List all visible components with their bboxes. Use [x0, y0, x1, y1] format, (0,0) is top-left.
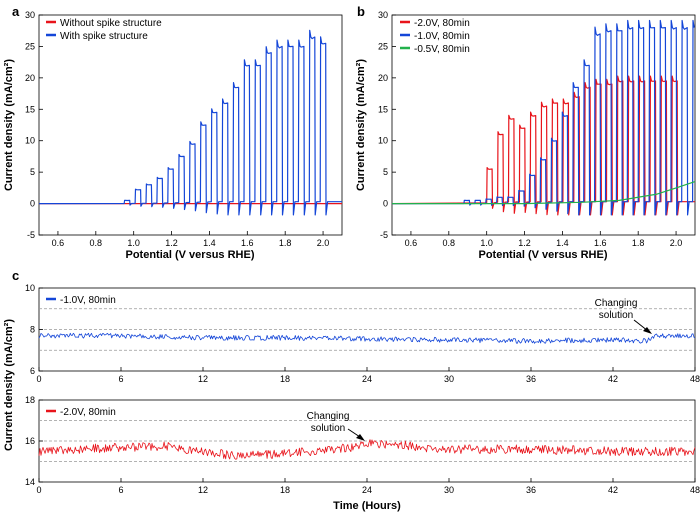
- panel-a-xlabel: Potential (V versus RHE): [126, 249, 255, 261]
- x-tick-label: 0.6: [405, 238, 418, 248]
- x-tick-label: 1.8: [279, 238, 292, 248]
- annotation-top-line1: Changing: [595, 298, 638, 309]
- panel-a-legend: Without spike structure With spike struc…: [46, 18, 162, 42]
- y-tick-label: 8: [30, 325, 35, 335]
- x-tick-label: 0.8: [90, 238, 103, 248]
- panel-c-top-legend: -1.0V, 80min: [46, 295, 116, 306]
- x-tick-label: 48: [690, 374, 700, 384]
- y-tick-label: 18: [25, 395, 35, 405]
- panel-a-ylabel: Current density (mA/cm²): [3, 59, 15, 191]
- x-tick-label: 12: [198, 374, 208, 384]
- y-tick-label: 30: [25, 10, 35, 20]
- panel-b-ylabel: Current density (mA/cm²): [355, 59, 367, 191]
- panel-b-xlabel: Potential (V versus RHE): [479, 249, 608, 261]
- x-tick-label: 18: [280, 485, 290, 495]
- panel-a-chart: 0.6 0.8 1.0 1.2 1.4 1.6 1.8 2.0 -5 0 5 10 15 20 25 30 P…: [3, 10, 343, 261]
- annotation-bottom-arrow: [347, 428, 361, 438]
- y-tick-label: 5: [30, 167, 35, 177]
- x-tick-label: 48: [690, 485, 700, 495]
- legend-label-with-spike: With spike structure: [60, 31, 148, 42]
- series-line-with-spike-structure: [38, 29, 342, 216]
- y-tick-label: 14: [25, 477, 35, 487]
- panel-b-frame: [391, 14, 696, 236]
- x-tick-label: 1.6: [241, 238, 254, 248]
- x-tick-label: 6: [118, 485, 123, 495]
- panel-letter-c: c: [12, 268, 19, 283]
- y-tick-label: 6: [30, 366, 35, 376]
- panel-c-bottom-legend: -2.0V, 80min: [46, 407, 116, 418]
- y-tick-label: 20: [378, 73, 388, 83]
- x-tick-label: 30: [444, 485, 454, 495]
- y-tick-label: 0: [30, 199, 35, 209]
- annotation-bottom-arrowhead: [356, 434, 365, 441]
- panel-b-legend: -2.0V, 80min -1.0V, 80min -0.5V, 80min: [400, 18, 470, 55]
- panel-a-frame: [38, 14, 343, 236]
- panel-c-bottom-chart: 0 6 12 18 24 30 36 42 48 14 16 18 -2.0V, 80min Chan…: [25, 395, 700, 512]
- x-tick-label: 1.4: [556, 238, 569, 248]
- x-tick-label: 1.8: [632, 238, 645, 248]
- x-tick-label: 24: [362, 485, 372, 495]
- x-tick-label: 36: [526, 374, 536, 384]
- y-tick-label: -5: [380, 230, 388, 240]
- x-tick-label: 1.0: [127, 238, 140, 248]
- legend-label-2v: -2.0V, 80min: [414, 18, 470, 29]
- x-tick-label: 36: [526, 485, 536, 495]
- x-tick-label: 24: [362, 374, 372, 384]
- y-tick-label: 20: [25, 73, 35, 83]
- y-tick-label: 15: [378, 104, 388, 114]
- legend-label-without-spike: Without spike structure: [60, 18, 162, 29]
- x-tick-label: 1.0: [480, 238, 493, 248]
- panel-b-chart: 0.6 0.8 1.0 1.2 1.4 1.6 1.8 2.0 -5 0 5 10 15 20 25 30 P…: [355, 10, 696, 261]
- y-tick-label: 25: [25, 41, 35, 51]
- annotation-top-arrowhead: [643, 327, 652, 334]
- y-tick-label: 25: [378, 41, 388, 51]
- panel-letter-a: a: [12, 4, 20, 19]
- panel-letter-b: b: [357, 4, 365, 19]
- y-tick-label: 5: [383, 167, 388, 177]
- y-tick-label: -5: [27, 230, 35, 240]
- x-tick-label: 0.6: [52, 238, 65, 248]
- x-tick-label: 2.0: [317, 238, 330, 248]
- legend-label-05v: -0.5V, 80min: [414, 44, 470, 55]
- annotation-changing-solution-top: Changing solution: [595, 298, 652, 334]
- x-tick-label: 1.4: [203, 238, 216, 248]
- x-tick-label: 0.8: [443, 238, 456, 248]
- x-tick-label: 12: [198, 485, 208, 495]
- legend-label-c-2v: -2.0V, 80min: [60, 407, 116, 418]
- series-line--1-0v-80min: [38, 332, 696, 344]
- annotation-changing-solution-bottom: Changing solution: [307, 411, 365, 441]
- y-tick-label: 10: [25, 136, 35, 146]
- x-tick-label: 42: [608, 485, 618, 495]
- annotation-bottom-line2: solution: [311, 423, 345, 434]
- x-tick-label: 6: [118, 374, 123, 384]
- legend-label-c-1v: -1.0V, 80min: [60, 295, 116, 306]
- y-tick-label: 15: [25, 104, 35, 114]
- x-tick-label: 0: [36, 374, 41, 384]
- x-tick-label: 18: [280, 374, 290, 384]
- annotation-top-line2: solution: [599, 310, 633, 321]
- series-line--0-5v-80min: [392, 181, 696, 205]
- panel-c-xlabel: Time (Hours): [333, 500, 401, 512]
- y-tick-label: 10: [378, 136, 388, 146]
- y-tick-label: 10: [25, 283, 35, 293]
- x-tick-label: 1.6: [594, 238, 607, 248]
- x-tick-label: 42: [608, 374, 618, 384]
- x-tick-label: 1.2: [165, 238, 178, 248]
- annotation-bottom-line1: Changing: [307, 411, 350, 422]
- x-tick-label: 1.2: [518, 238, 531, 248]
- y-tick-label: 30: [378, 10, 388, 20]
- x-tick-label: 2.0: [670, 238, 683, 248]
- series-line--2-0v-80min: [38, 439, 696, 460]
- x-tick-label: 0: [36, 485, 41, 495]
- y-tick-label: 16: [25, 436, 35, 446]
- y-tick-label: 0: [383, 199, 388, 209]
- series-line--1-0v-80min: [391, 19, 695, 216]
- legend-label-1v: -1.0V, 80min: [414, 31, 470, 42]
- panel-c-ylabel: Current density (mA/cm²): [3, 319, 15, 451]
- x-tick-label: 30: [444, 374, 454, 384]
